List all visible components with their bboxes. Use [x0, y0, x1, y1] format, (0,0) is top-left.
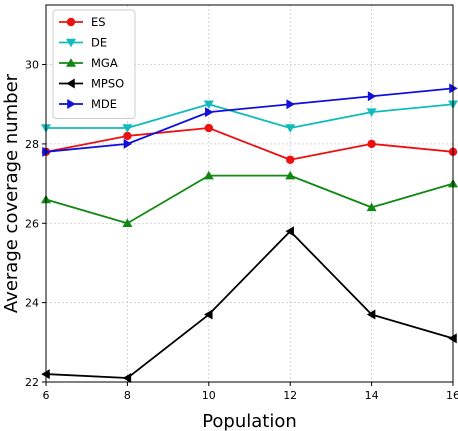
series-mga — [41, 170, 458, 228]
data-point-mde — [205, 107, 214, 118]
x-tick-label: 10 — [202, 389, 216, 402]
x-tick-label: 14 — [365, 389, 379, 402]
data-point-es — [367, 139, 376, 149]
legend-label: ES — [91, 15, 106, 29]
y-tick-label: 28 — [25, 138, 39, 151]
legend: ES DE MGA MPSO MDE — [52, 9, 136, 119]
y-tick-label: 30 — [25, 59, 39, 72]
series-line-de — [46, 103, 454, 129]
data-point-es — [123, 131, 132, 141]
x-axis-title: Population — [202, 411, 297, 431]
series-layer — [41, 83, 458, 384]
data-point-de — [122, 124, 133, 133]
legend-item-mde: MDE — [59, 97, 117, 111]
legend-label: MGA — [91, 56, 118, 70]
data-point-mpso — [204, 309, 213, 320]
data-point-de — [366, 108, 377, 117]
data-point-mde — [123, 138, 133, 149]
legend-marker-es — [66, 17, 76, 27]
legend-marker-mde — [67, 99, 76, 109]
data-point-mpso — [122, 373, 132, 384]
legend-marker-de — [66, 38, 76, 48]
data-point-mga — [366, 202, 377, 212]
data-point-es — [204, 123, 213, 133]
series-mpso — [41, 226, 457, 384]
legend-item-es: ES — [59, 15, 106, 29]
series-line-mga — [45, 174, 454, 225]
y-tick-label: 24 — [25, 297, 39, 310]
y-axis-ticks: 22 24 26 28 30 — [25, 59, 46, 389]
legend-marker-mpso — [66, 78, 75, 89]
series-es — [41, 123, 458, 164]
y-tick-label: 22 — [25, 376, 39, 389]
legend-label: MPSO — [91, 77, 124, 91]
x-tick-label: 6 — [43, 389, 50, 402]
legend-label: DE — [91, 36, 107, 50]
data-point-mde — [367, 91, 377, 102]
data-point-mga — [285, 170, 296, 180]
legend-label: MDE — [91, 97, 117, 111]
x-axis-ticks: 6 8 10 12 14 16 — [43, 382, 458, 402]
legend-marker-mga — [66, 58, 76, 67]
series-line-mde — [45, 87, 454, 153]
plot-frame — [45, 4, 454, 383]
data-point-mde — [286, 99, 295, 110]
data-point-es — [286, 155, 295, 164]
series-line-mpso — [45, 230, 454, 379]
x-tick-label: 8 — [124, 389, 131, 402]
data-point-mpso — [285, 226, 294, 237]
data-point-de — [285, 124, 296, 133]
legend-item-de: DE — [59, 36, 107, 50]
series-line-es — [45, 127, 454, 161]
legend-item-mga: MGA — [59, 56, 118, 70]
data-point-mpso — [366, 309, 376, 320]
data-point-de — [203, 100, 214, 109]
series-de — [41, 100, 458, 133]
x-tick-label: 12 — [283, 389, 297, 402]
legend-item-mpso: MPSO — [59, 77, 124, 91]
x-tick-label: 16 — [446, 389, 458, 402]
series-mde — [42, 83, 458, 157]
data-point-mga — [203, 170, 214, 180]
legend-box — [52, 9, 136, 119]
data-point-mga — [122, 218, 133, 228]
y-axis-title: Average coverage number — [1, 73, 22, 313]
y-tick-label: 26 — [25, 217, 39, 230]
